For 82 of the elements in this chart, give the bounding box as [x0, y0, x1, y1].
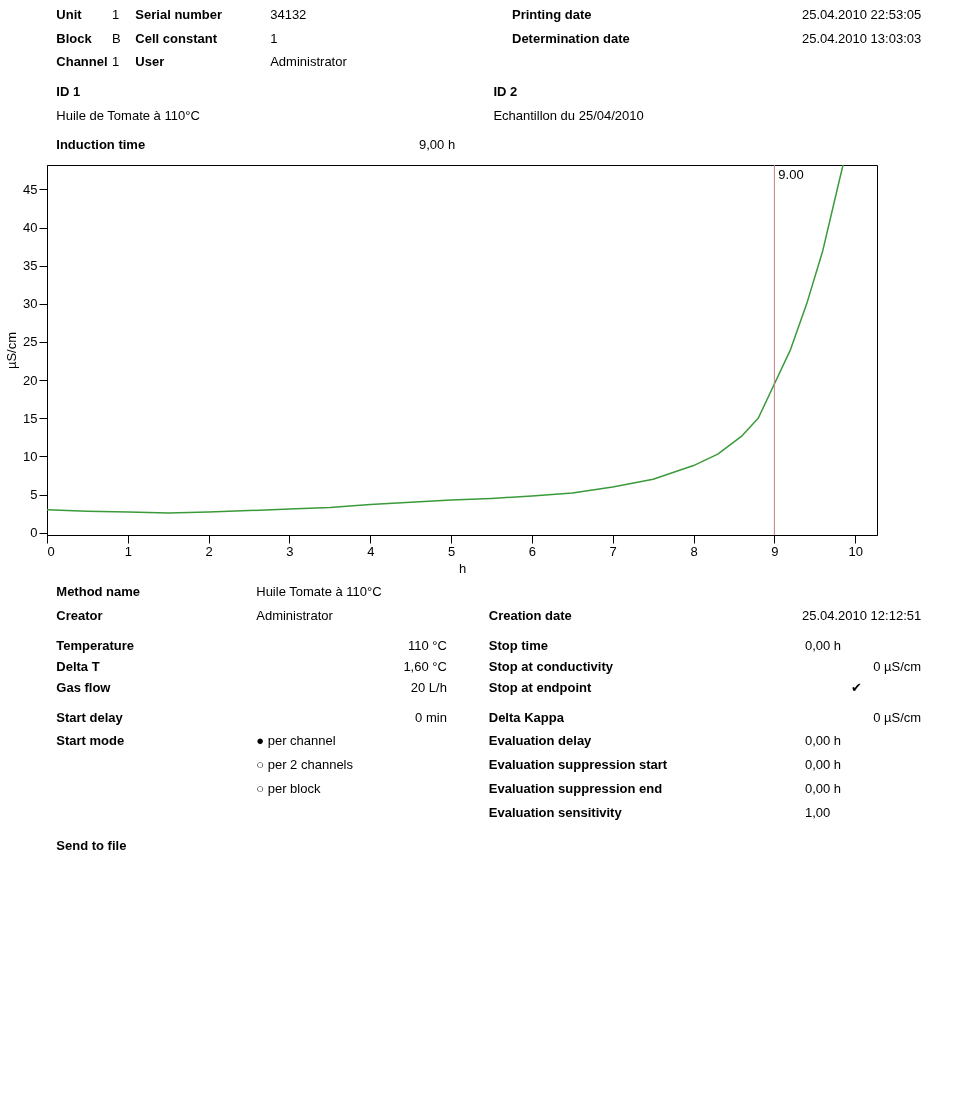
text: Serial number [135, 7, 223, 23]
text: 25.04.2010 12:12:51 [801, 608, 922, 623]
text: ID 2 [493, 83, 518, 99]
text: 20 L/h [410, 680, 447, 696]
y-axis-title: µS/cm [4, 331, 20, 370]
y-tick-label: 0 [30, 525, 38, 541]
chart-title: Induction time [56, 137, 146, 153]
y-tick-label: 20 [23, 372, 38, 388]
text: Block [56, 31, 93, 46]
x-tick-label: 7 [609, 543, 617, 559]
y-tick-label: 15 [23, 410, 38, 426]
text: 34132 [270, 7, 307, 23]
y-tick-label: 40 [23, 220, 38, 236]
text: Determination date [512, 31, 630, 46]
text: Stop time [488, 637, 548, 653]
text: Evaluation sensitivity [488, 805, 623, 821]
text: Temperature [56, 637, 135, 653]
text: Channel [56, 53, 108, 69]
text: Stop at conductivity [488, 659, 614, 674]
y-tick-label: 35 [23, 258, 38, 274]
text: 0,00 h [804, 637, 842, 653]
text: ○ per 2 channels [256, 756, 354, 772]
x-tick-label: 0 [47, 543, 55, 559]
y-tick-label: 45 [23, 181, 38, 197]
text: Huile Tomate à 110°C [256, 584, 382, 600]
text: 1 [112, 7, 120, 23]
y-tick-label: 30 [23, 296, 38, 312]
text: Start mode [56, 732, 125, 748]
text: Send to file [56, 837, 127, 853]
x-tick-label: 10 [848, 543, 863, 559]
x-tick-label: 2 [205, 543, 213, 559]
text: User [135, 53, 165, 69]
text: Unit [56, 7, 83, 23]
text: Administrator [256, 608, 334, 623]
text: ● per channel [256, 732, 336, 748]
text: Delta T [56, 659, 100, 674]
x-tick-label: 4 [367, 543, 375, 559]
text: Evaluation delay [488, 732, 593, 748]
text: Creator [56, 608, 103, 623]
text: Administrator [270, 53, 348, 69]
text: 0,00 h [804, 756, 842, 772]
x-axis-title: h [458, 560, 467, 576]
text: 1,60 °C [403, 659, 447, 674]
text: Printing date [512, 7, 592, 23]
text: Huile de Tomate à 110°C [56, 107, 200, 123]
text: 1 [112, 53, 120, 69]
text: Creation date [488, 608, 572, 623]
text: Evaluation suppression start [488, 756, 668, 772]
y-tick-label: 5 [30, 487, 38, 503]
y-tick-label: 10 [23, 448, 38, 464]
text: Cell constant [135, 31, 218, 46]
text: ✔ [850, 680, 862, 696]
x-tick-label: 5 [447, 543, 456, 559]
text: Evaluation suppression end [488, 780, 663, 796]
x-tick-label: 6 [528, 543, 537, 559]
text: Gas flow [56, 680, 112, 696]
text: Delta Kappa [488, 710, 565, 725]
text: 25.04.2010 22:53:05 [801, 7, 922, 23]
x-tick-label: 1 [124, 543, 132, 559]
text: Stop at endpoint [488, 680, 592, 696]
ref-line-label: 9.00 [778, 167, 804, 182]
text: Start delay [56, 710, 124, 725]
text: 0 min [415, 710, 447, 725]
x-tick-label: 8 [690, 543, 698, 559]
text: 1,00 [804, 805, 831, 821]
text: Method name [56, 584, 141, 600]
text: 0,00 h [804, 732, 842, 748]
x-tick-label: 3 [286, 543, 294, 559]
text: 25.04.2010 13:03:03 [801, 31, 922, 46]
text: 0 µS/cm [873, 710, 922, 725]
text: 110 °C [407, 637, 447, 653]
text: Echantillon du 25/04/2010 [493, 107, 644, 123]
text: 1 [270, 31, 278, 46]
line-series [47, 165, 844, 514]
text: B [112, 31, 121, 46]
chart-subtitle: 9,00 h [419, 137, 456, 153]
text: 0,00 h [804, 780, 842, 796]
text: 0 µS/cm [873, 659, 922, 674]
text: ID 1 [56, 83, 81, 99]
text: ○ per block [256, 780, 321, 796]
x-tick-label: 9 [771, 543, 779, 559]
y-tick-label: 25 [23, 334, 38, 350]
